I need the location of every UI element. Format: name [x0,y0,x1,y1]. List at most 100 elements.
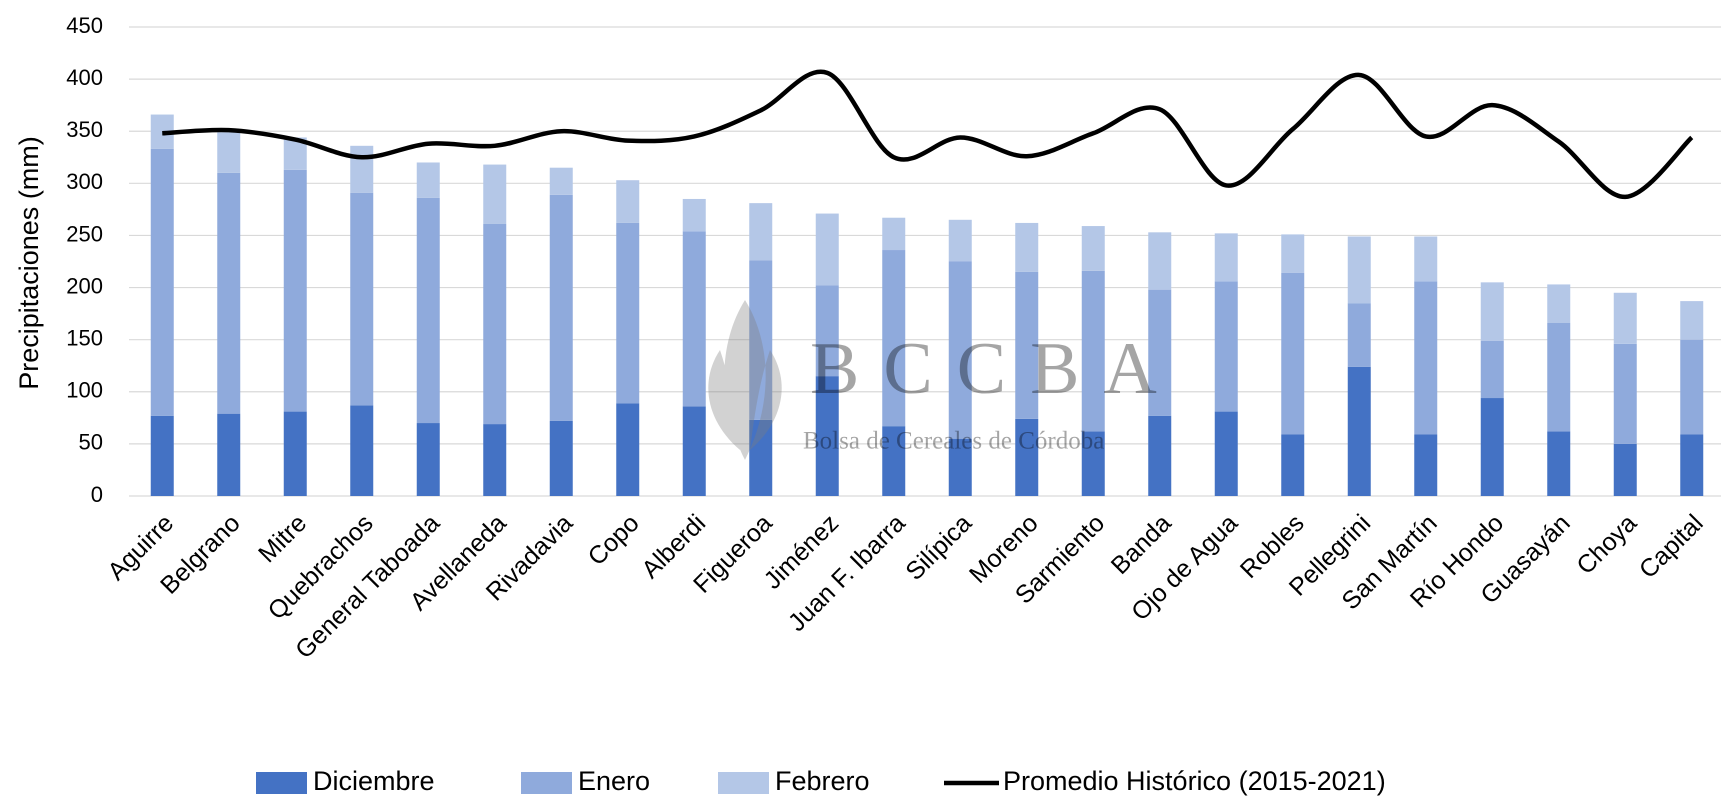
bar-segment [1214,281,1238,412]
watermark-logo: BCCBA [810,328,1181,410]
legend-label: Enero [578,766,650,796]
bar-segment [549,167,573,195]
bar-segment [1081,270,1105,432]
y-tick-label: 100 [66,378,103,403]
bar-segment [1081,226,1105,271]
bar-segment [1347,303,1371,367]
bar-segment [1081,431,1105,496]
y-tick-label: 0 [91,482,103,507]
bar-segment [815,213,839,286]
bar-segment [882,426,906,496]
bar-segment [416,162,440,198]
bar-segment [815,285,839,377]
bar-segment [882,250,906,427]
bar-segment [1547,284,1571,323]
x-tick-label: Juan F. Ibarra [783,509,911,637]
bar-segment [1480,340,1504,399]
y-tick-label: 450 [66,13,103,38]
watermark-text: Bolsa de Cereales de Córdoba [803,428,1104,455]
legend-swatch [521,772,572,794]
bar-segment [1613,343,1637,444]
bar-segment [1680,434,1704,496]
legend-label: Promedio Histórico (2015-2021) [1003,766,1386,796]
legend-label: Febrero [775,766,870,796]
bar-segment [549,194,573,421]
y-tick-label: 300 [66,169,103,194]
bar-segment [1480,282,1504,341]
bar-segment [1613,292,1637,344]
x-tick-label: Capital [1634,509,1709,584]
bar-segment [217,413,241,496]
legend-swatch [256,772,307,794]
bar-segment [150,148,174,416]
bar-segment [948,438,972,496]
bar-segment [1414,281,1438,435]
bar-segment [350,405,374,496]
y-tick-label: 400 [66,65,103,90]
bar-segment [882,217,906,251]
bar-segment [350,145,374,193]
bar-segment [483,223,507,425]
bar-segment [1680,301,1704,340]
bar-segment [416,423,440,496]
watermark-icon [708,300,782,460]
watermark: BCCBA Bolsa de Cereales de Córdoba [708,300,1181,460]
bar-segment [682,231,706,407]
bar-segment [1480,398,1504,496]
bar-segment [948,261,972,439]
bar-segment [1015,418,1039,496]
bar-segment [749,260,773,420]
bar-segment [1547,322,1571,432]
line-series [162,69,1694,200]
bar-segment [1414,434,1438,496]
y-tick-label: 250 [66,221,103,246]
bar-segment [150,415,174,496]
bar-segment [1547,431,1571,496]
bar-segment [283,169,307,412]
bar-segment [1214,233,1238,282]
bar-segment [616,222,640,404]
bar-segment [1015,222,1039,272]
x-tick-label: Copo [583,509,645,571]
bar-segment [1680,339,1704,435]
bar-segment [616,403,640,496]
legend-label: Diciembre [313,766,435,796]
bar-segment [1281,272,1305,435]
x-tick-label: Mitre [253,509,312,568]
bar-segment [483,164,507,224]
bar-segment [1347,366,1371,496]
bar-segment [217,172,241,414]
x-tick-label: Silípica [900,509,977,586]
bar-segment [1281,434,1305,496]
bar-segment [1148,232,1172,290]
bar-segment [682,198,706,232]
bar-segment [749,419,773,496]
bar-segment [682,406,706,496]
bar-segment [283,411,307,496]
bar-segment [749,203,773,261]
bar-segment [416,197,440,424]
y-tick-label: 150 [66,325,103,350]
x-tick-label: Choya [1571,509,1642,580]
bar-segment [815,376,839,496]
bar-segment [1414,236,1438,282]
bar-segment [1347,236,1371,304]
bar-segment [1613,443,1637,496]
bar-segment [549,420,573,496]
legend-swatch [718,772,769,794]
bar-segment [616,180,640,223]
bar-segment [1214,411,1238,496]
bar-segment [1148,415,1172,496]
bar-segment [217,132,241,173]
bar-segment [1015,271,1039,419]
y-tick-label: 350 [66,117,103,142]
y-tick-label: 200 [66,273,103,298]
bar-segment [948,219,972,262]
y-tick-label: 50 [79,430,103,455]
bar-segment [483,424,507,496]
bar-segment [283,137,307,170]
bar-segment [1148,289,1172,416]
y-axis-title: Precipitaciones (mm) [14,136,44,390]
bar-segment [350,192,374,406]
